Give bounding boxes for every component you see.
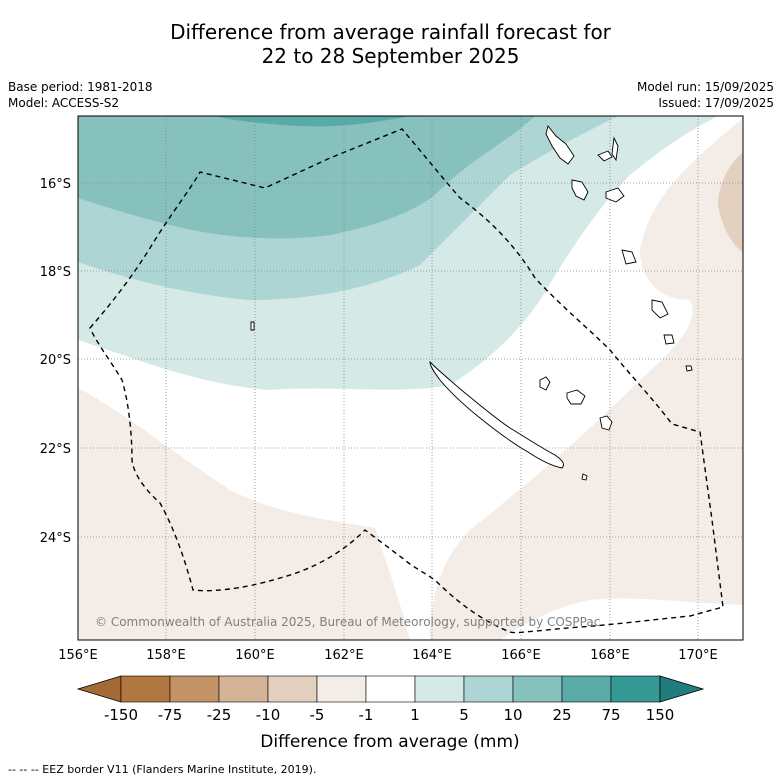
model-run: Model run: 15/09/2025 (636, 80, 774, 94)
vanuatu-ambae (597, 150, 613, 162)
colorbar: -150 -75 -25 -10 -5 -1 1 5 10 25 75 150 Difference … (76, 675, 705, 752)
model-name: Model: ACCESS-S2 (8, 96, 120, 110)
eez-legend-note: -- -- -- EEZ border V11 (Flanders Marine… (8, 763, 317, 776)
lifou (566, 389, 586, 405)
colorbar-tick-label: 25 (552, 706, 571, 724)
colorbar-extend-low (76, 675, 122, 703)
lon-label-162e: 162°E (324, 648, 364, 663)
vanuatu-erromango (621, 249, 637, 265)
lon-gridlines (165, 116, 699, 640)
colorbar-extend-high (659, 675, 705, 703)
title-line-2: 22 to 28 September 2025 (261, 44, 520, 68)
issued-date: Issued: 17/09/2025 (658, 96, 774, 110)
wet-band-25-75mm (215, 116, 410, 127)
isle-of-pines (581, 473, 588, 481)
colorbar-cell (414, 675, 465, 703)
hunter-island (685, 365, 693, 372)
colorbar-tick-label: -75 (158, 706, 183, 724)
lon-label-164e: 164°E (412, 648, 452, 663)
eez-border (89, 128, 724, 634)
colorbar-cell (218, 675, 269, 703)
colorbar-tick-label: -25 (207, 706, 232, 724)
colorbar-cell (610, 675, 661, 703)
lon-label-170e: 170°E (678, 648, 718, 663)
lat-label-16s: 16°S (40, 177, 71, 192)
wet-band-10-25mm (78, 116, 535, 239)
run-info: Model run: 15/09/2025 Issued: 17/09/2025 (637, 79, 774, 111)
vanuatu-espiritu-santo (545, 125, 575, 165)
colorbar-tick-label: -5 (310, 706, 325, 724)
colorbar-tick-label: 150 (646, 706, 675, 724)
map-title: Difference from average rainfall forecas… (0, 20, 781, 68)
lon-label-166e: 166°E (501, 648, 541, 663)
colorbar-cell (365, 675, 416, 703)
ouvea (539, 376, 551, 391)
new-caledonia-mainland (429, 360, 565, 469)
lat-label-24s: 24°S (40, 531, 71, 546)
lon-label-156e: 156°E (58, 648, 98, 663)
base-period: Base period: 1981-2018 (8, 80, 153, 94)
colorbar-cell (561, 675, 612, 703)
colorbar-cell (512, 675, 563, 703)
vanuatu-pentecost (611, 136, 619, 162)
copyright-notice: © Commonwealth of Australia 2025, Bureau… (95, 615, 600, 629)
lat-label-22s: 22°S (40, 442, 71, 457)
colorbar-tick-label: -150 (104, 706, 138, 724)
vanuatu-malekula (571, 179, 589, 201)
mare (599, 415, 613, 431)
lon-label-168e: 168°E (590, 648, 630, 663)
title-line-1: Difference from average rainfall forecas… (170, 20, 611, 44)
colorbar-tick-label: 75 (601, 706, 620, 724)
lon-label-160e: 160°E (235, 648, 275, 663)
map-frame (77, 115, 744, 641)
map-area (78, 116, 743, 640)
colorbar-tick-label: -10 (256, 706, 281, 724)
colorbar-cell (120, 675, 171, 703)
chesterfield-islet (250, 321, 255, 331)
island-outlines (250, 125, 693, 481)
dry-region-southeast (430, 118, 743, 640)
colorbar-tick-label: -1 (359, 706, 374, 724)
model-info: Base period: 1981-2018 Model: ACCESS-S2 (8, 79, 153, 111)
colorbar-cell (316, 675, 367, 703)
lat-label-18s: 18°S (40, 265, 71, 280)
colorbar-ticks: -150 -75 -25 -10 -5 -1 1 5 10 25 75 150 (104, 706, 674, 724)
lat-label-20s: 20°S (40, 353, 71, 368)
lon-labels: 156°E 158°E 160°E 162°E 164°E 166°E 168°… (58, 648, 718, 663)
dry-region-east-darker (718, 152, 743, 252)
colorbar-title: Difference from average (mm) (260, 732, 519, 752)
colorbar-tick-label: 5 (459, 706, 469, 724)
colorbar-tick-label: 1 (410, 706, 420, 724)
colorbar-cell (267, 675, 318, 703)
vanuatu-aneityum (663, 334, 675, 345)
lon-label-158e: 158°E (146, 648, 186, 663)
vanuatu-tanna (651, 299, 669, 319)
lat-labels: 16°S 18°S 20°S 22°S 24°S (40, 177, 71, 546)
dry-region-southwest (78, 388, 410, 640)
colorbar-cell (169, 675, 220, 703)
colorbar-cells (120, 675, 661, 703)
vanuatu-efate (605, 187, 625, 203)
colorbar-cell (463, 675, 514, 703)
colorbar-tick-label: 10 (503, 706, 522, 724)
